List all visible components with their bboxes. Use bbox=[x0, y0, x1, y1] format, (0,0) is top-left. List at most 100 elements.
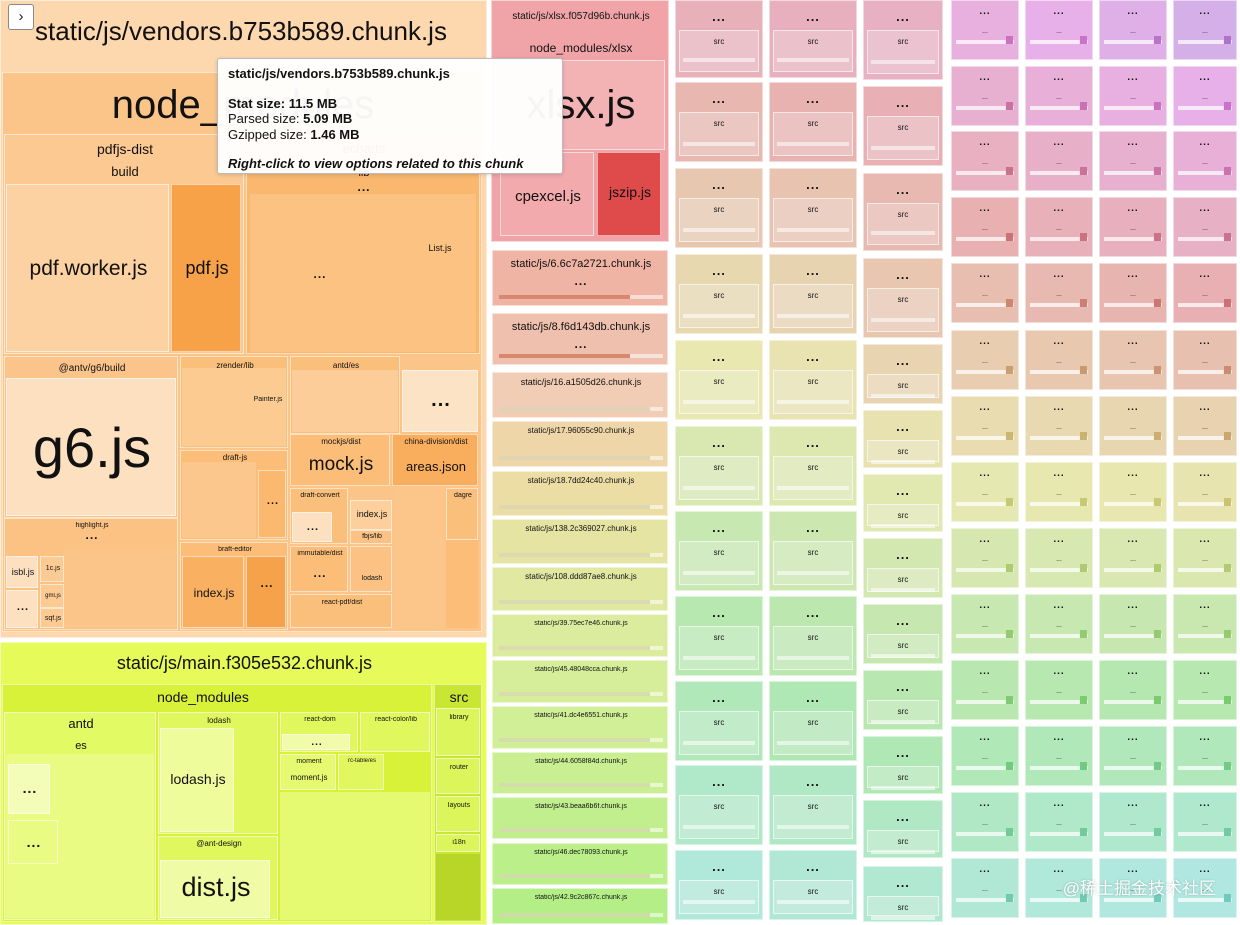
chunk-tile[interactable]: ...... bbox=[951, 330, 1019, 390]
zrender-submodules[interactable] bbox=[182, 368, 286, 446]
chunk-tile[interactable]: ... src bbox=[863, 604, 943, 664]
rc-table-group[interactable]: rc-table/es bbox=[338, 754, 384, 790]
chunk-tile-src[interactable]: src bbox=[773, 880, 853, 914]
highlight-submodules[interactable] bbox=[64, 548, 176, 628]
chunk-tile[interactable]: ...... bbox=[1025, 330, 1093, 390]
chunk-tile[interactable]: ...... bbox=[1099, 858, 1167, 918]
vendors-misc-module[interactable]: ... bbox=[402, 370, 478, 432]
chunk-tile[interactable]: ... src bbox=[769, 0, 857, 78]
chunk-tile[interactable]: ...... bbox=[1025, 66, 1093, 126]
chunk-tile-src[interactable]: src bbox=[773, 284, 853, 328]
chunk-tile[interactable]: ...... bbox=[951, 66, 1019, 126]
chunk-list-item[interactable]: static/js/6.6c7a2721.chunk.js... bbox=[492, 250, 668, 306]
chunk-tile[interactable]: ...... bbox=[1025, 197, 1093, 257]
chunk-list-item[interactable]: static/js/16.a1505d26.chunk.js bbox=[492, 372, 668, 418]
draft-convert-module[interactable]: ... bbox=[292, 512, 332, 542]
chunk-list-item[interactable]: static/js/46.dec78093.chunk.js bbox=[492, 843, 668, 885]
chunk-tile[interactable]: ...... bbox=[1025, 131, 1093, 191]
chunk-tile[interactable]: ...... bbox=[1173, 330, 1237, 390]
chunk-tile[interactable]: ...... bbox=[1099, 792, 1167, 852]
chunk-tile[interactable]: ...... bbox=[1173, 396, 1237, 456]
chunk-tile[interactable]: ...... bbox=[1173, 660, 1237, 720]
chunk-tile[interactable]: ... src bbox=[863, 670, 943, 730]
braft-misc-module[interactable]: ... bbox=[246, 556, 286, 628]
main-library-group[interactable]: library bbox=[436, 708, 480, 756]
chunk-tile[interactable]: ...... bbox=[1025, 594, 1093, 654]
chunk-list-item[interactable]: static/js/17.96055c90.chunk.js bbox=[492, 421, 668, 467]
react-dom-module[interactable]: ... bbox=[282, 734, 350, 750]
chunk-tile[interactable]: ...... bbox=[951, 462, 1019, 522]
chunk-tile-src[interactable]: src bbox=[867, 440, 939, 464]
pdf-js-module[interactable]: pdf.js bbox=[171, 184, 241, 352]
chunk-tile-src[interactable]: src bbox=[867, 896, 939, 920]
chunk-tile[interactable]: ...... bbox=[1099, 66, 1167, 126]
g6-js-module[interactable]: g6.js bbox=[6, 378, 176, 516]
chunk-list-item[interactable]: static/js/18.7dd24c40.chunk.js bbox=[492, 471, 668, 516]
chunk-tile-src[interactable]: src bbox=[773, 626, 853, 670]
chunk-tile[interactable]: ... src bbox=[675, 511, 763, 591]
chunk-tile-src[interactable]: src bbox=[773, 456, 853, 500]
chunk-list-item[interactable]: static/js/45.48048cca.chunk.js bbox=[492, 660, 668, 703]
chunk-tile-src[interactable]: src bbox=[867, 203, 939, 245]
chunk-tile[interactable]: ... src bbox=[675, 681, 763, 761]
chunk-list-item[interactable]: static/js/108.ddd87ae8.chunk.js bbox=[492, 567, 668, 611]
chunk-list-item[interactable]: static/js/42.9c2c867c.chunk.js bbox=[492, 888, 668, 924]
chunk-tile[interactable]: ...... bbox=[1173, 197, 1237, 257]
china-division-group[interactable]: china-division/dist areas.json bbox=[392, 434, 478, 486]
chunk-tile[interactable]: ... src bbox=[769, 168, 857, 248]
chunk-tile[interactable]: ...... bbox=[951, 131, 1019, 191]
sidebar-toggle-button[interactable]: › bbox=[8, 4, 34, 30]
jszip-module[interactable]: jszip.js bbox=[597, 152, 661, 236]
echarts-submodules[interactable] bbox=[250, 194, 476, 352]
chunk-tile[interactable]: ...... bbox=[1173, 263, 1237, 323]
chunk-tile-src[interactable]: src bbox=[867, 288, 939, 332]
chunk-tile[interactable]: ... src bbox=[675, 340, 763, 420]
chunk-tile-src[interactable]: src bbox=[679, 880, 759, 914]
chunk-tile[interactable]: ... src bbox=[863, 736, 943, 794]
chunk-tile[interactable]: ... src bbox=[863, 866, 943, 922]
chunk-tile[interactable]: ...... bbox=[951, 0, 1019, 60]
chunk-tile-src[interactable]: src bbox=[679, 370, 759, 414]
chunk-tile[interactable]: ... src bbox=[769, 511, 857, 591]
chunk-tile-src[interactable]: src bbox=[773, 112, 853, 156]
chunk-tile[interactable]: ... src bbox=[769, 426, 857, 506]
react-pdf-group[interactable]: react-pdf/dist bbox=[290, 594, 392, 628]
chunk-list-item[interactable]: static/js/138.2c369027.chunk.js bbox=[492, 519, 668, 564]
mockjs-group[interactable]: mockjs/dist mock.js bbox=[290, 434, 390, 486]
chunk-tile-src[interactable]: src bbox=[679, 284, 759, 328]
chunk-tile[interactable]: ...... bbox=[951, 792, 1019, 852]
chunk-tile[interactable]: ... src bbox=[769, 340, 857, 420]
onec-module[interactable]: 1c.js bbox=[40, 556, 64, 582]
chunk-tile[interactable]: ...... bbox=[951, 660, 1019, 720]
chunk-tile[interactable]: ...... bbox=[951, 528, 1019, 588]
antd-misc-2[interactable]: ... bbox=[8, 820, 58, 864]
chunk-tile-src[interactable]: src bbox=[867, 766, 939, 790]
chunk-tile[interactable]: ...... bbox=[1025, 263, 1093, 323]
chunk-tile[interactable]: ...... bbox=[1099, 330, 1167, 390]
moment-group[interactable]: moment moment.js bbox=[280, 754, 336, 790]
dagre-group[interactable]: dagre bbox=[446, 488, 478, 540]
chunk-tile-src[interactable]: src bbox=[867, 700, 939, 724]
chunk-tile-src[interactable]: src bbox=[679, 795, 759, 839]
chunk-tile[interactable]: ...... bbox=[1099, 197, 1167, 257]
sqf-module[interactable]: sqf.js bbox=[40, 608, 64, 628]
antd-es-submodules[interactable] bbox=[292, 370, 398, 432]
chunk-tile[interactable]: ... src bbox=[863, 173, 943, 251]
chunk-tile-src[interactable]: src bbox=[867, 374, 939, 398]
chunk-tile[interactable]: ... src bbox=[863, 410, 943, 468]
chunk-tile-src[interactable]: src bbox=[867, 30, 939, 74]
isbl-misc[interactable]: ... bbox=[6, 590, 38, 628]
chunk-tile[interactable]: ...... bbox=[1025, 792, 1093, 852]
chunk-tile[interactable]: ... src bbox=[769, 765, 857, 845]
gml-module[interactable]: gml.js bbox=[40, 584, 64, 608]
immutable-group[interactable]: immutable/dist ... bbox=[290, 546, 348, 592]
chunk-tile[interactable]: ...... bbox=[1025, 726, 1093, 786]
chunk-tile[interactable]: ...... bbox=[1099, 594, 1167, 654]
chunk-tile-src[interactable]: src bbox=[679, 626, 759, 670]
chunk-tile-src[interactable]: src bbox=[679, 112, 759, 156]
antd-misc-1[interactable]: ... bbox=[8, 764, 50, 814]
draft-js-misc[interactable]: ... bbox=[258, 470, 286, 538]
chunk-tile-src[interactable]: src bbox=[679, 456, 759, 500]
main-router-group[interactable]: router bbox=[436, 758, 480, 794]
isbl-module[interactable]: isbl.js bbox=[6, 556, 38, 588]
